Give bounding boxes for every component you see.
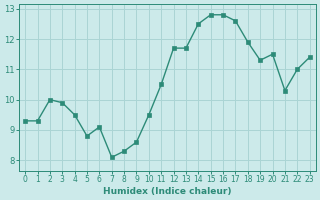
X-axis label: Humidex (Indice chaleur): Humidex (Indice chaleur) xyxy=(103,187,232,196)
